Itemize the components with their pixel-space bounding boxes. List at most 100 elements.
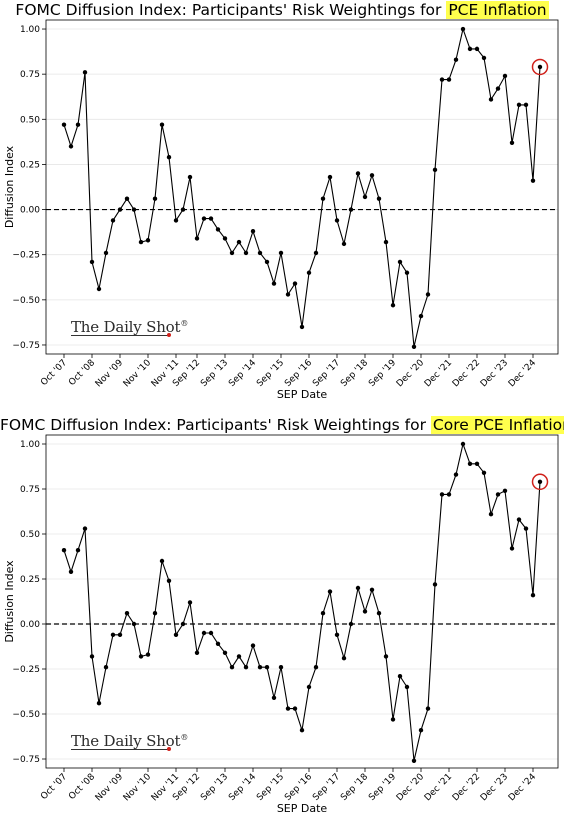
data-point [523,526,529,531]
data-point [537,64,543,70]
x-tick-label: Sep '17 [311,358,342,389]
x-tick-label: Dec '20 [395,358,426,389]
data-point [362,194,368,200]
data-point [180,207,186,212]
data-point [502,488,508,493]
data-point [271,281,277,286]
data-point [110,218,116,223]
data-point [341,656,347,661]
chart-pce-inflation: FOMC Diffusion Index: Participants' Risk… [0,0,564,405]
data-point [488,97,494,102]
data-point [131,207,137,212]
data-point [131,621,137,627]
data-point [327,589,333,594]
data-point [348,207,354,212]
data-point [257,665,263,670]
data-point [96,286,102,292]
x-tick-label: Nov '09 [94,358,126,390]
data-point [117,207,123,212]
data-point [68,144,74,149]
data-point [439,492,445,497]
brand-mark: ® [180,319,189,328]
data-point [292,706,298,711]
brand-underline [71,335,168,336]
x-tick-label: Sep '18 [339,358,370,389]
data-point [173,218,179,223]
x-tick-label: Dec '21 [423,772,454,803]
data-point [523,102,529,108]
data-point [383,654,389,659]
y-tick-label: 1.00 [20,440,40,450]
chart-title-highlight: PCE Inflation [446,1,549,19]
data-point [89,259,95,265]
data-point [152,196,158,201]
data-point [509,140,515,145]
data-point [201,630,207,636]
data-point [411,344,417,349]
data-point [89,654,95,659]
data-point [474,461,480,466]
y-tick-label: 0.00 [20,620,40,630]
y-tick-label: 0.50 [20,530,40,540]
series-line [63,442,541,761]
data-point [467,46,473,52]
data-point [229,250,235,256]
data-point [222,650,228,655]
latest-point-highlight-circle [531,473,549,491]
chart-svg: 1.00 0.75 0.50 0.25 0.00 −0.25 −0.50 −0.75 Oct '… [3,434,559,815]
data-point [481,470,487,475]
data-point [299,728,305,733]
x-tick-label: Sep '15 [255,358,286,389]
data-point [173,632,179,637]
y-tick-label: 0.25 [20,160,40,170]
data-point [369,587,375,592]
data-point [404,270,410,275]
x-tick-label: Dec '24 [507,358,538,389]
data-point [82,70,88,75]
chart-title-prefix: FOMC Diffusion Index: Participants' Risk… [15,1,447,19]
y-tick-label: 1.00 [20,25,40,35]
y-tick-label: −0.75 [12,341,40,351]
data-point [502,73,508,79]
brand-dot [167,333,171,337]
data-point [243,665,249,670]
data-point [446,77,452,82]
data-point [243,250,249,256]
y-tick-label: −0.50 [12,710,40,720]
data-point [313,665,319,670]
data-point [208,630,214,636]
data-point [166,578,172,583]
brand-dot [167,747,171,751]
data-point [138,239,144,245]
data-point [229,665,235,670]
x-tick-label: Sep '14 [227,772,258,803]
x-tick-label: Sep '19 [367,358,398,389]
data-point [432,167,438,173]
x-tick-label: Dec '23 [479,772,510,803]
data-point [194,236,200,241]
data-point [453,57,459,62]
data-point [516,102,522,108]
chart-title-highlight: Core PCE Inflation [430,416,564,434]
y-tick-label: −0.25 [12,665,40,675]
data-point [362,609,368,614]
series-line [63,27,541,347]
data-point [509,546,515,551]
plot-frame [45,434,559,769]
data-point [61,122,67,127]
data-point [516,517,522,522]
x-tick-label: Oct '07 [39,772,69,802]
data-point [117,632,123,637]
data-point [313,250,319,256]
data-point [446,492,452,497]
y-tick-label: 0.75 [20,70,40,80]
y-tick-label: −0.25 [12,251,40,261]
data-point [124,611,130,616]
data-point [250,229,256,234]
x-tick-label: Sep '16 [283,772,314,803]
data-point [418,313,424,319]
brand-name: The Daily Shot [71,318,181,336]
x-tick-label: Sep '17 [311,772,342,803]
x-tick-label: Sep '16 [283,358,314,389]
chart-title: FOMC Diffusion Index: Participants' Risk… [0,1,564,19]
